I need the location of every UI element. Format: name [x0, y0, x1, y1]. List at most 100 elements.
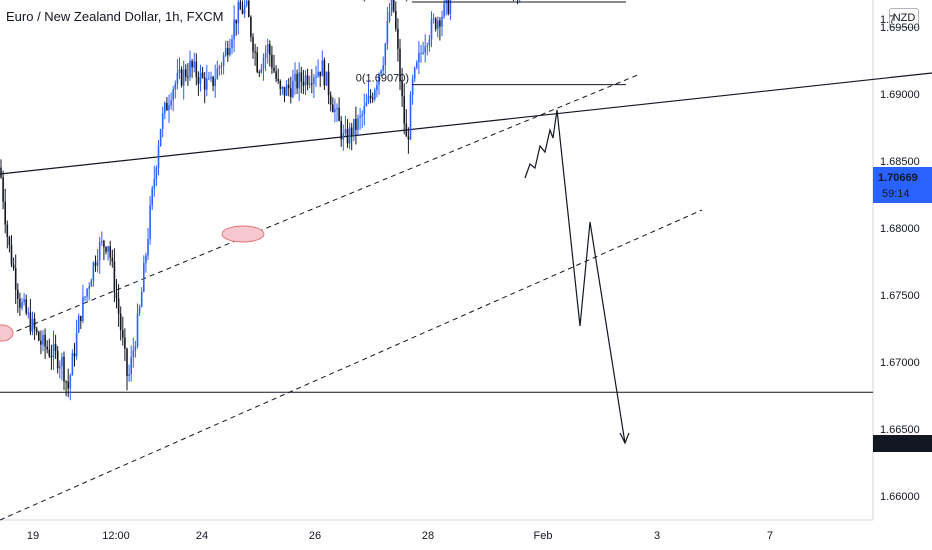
candle-body — [390, 0, 393, 13]
candle-body — [342, 133, 345, 140]
candlestick-series — [0, 0, 521, 401]
candle-body — [203, 77, 206, 90]
candle-body — [418, 52, 420, 63]
candle-body — [292, 81, 294, 98]
candle-body — [428, 39, 431, 46]
candle-body — [21, 302, 23, 308]
currency-badge[interactable]: NZD — [889, 8, 919, 28]
candle-body — [182, 69, 185, 86]
candle-body — [218, 67, 221, 69]
candle-body — [245, 0, 248, 6]
candle-body — [348, 127, 351, 144]
candle-body — [111, 257, 114, 262]
candle-body — [237, 2, 240, 24]
candle-body — [86, 288, 88, 297]
candle-body — [178, 69, 181, 73]
candle-body — [88, 286, 90, 289]
candle-body — [210, 76, 212, 79]
candle-body — [98, 241, 101, 261]
candle-body — [313, 77, 315, 85]
candle-body — [327, 71, 330, 96]
candle-body — [107, 246, 109, 252]
candle-body — [399, 48, 401, 82]
price-tick-label: 1.68000 — [880, 223, 920, 235]
candle-body — [191, 60, 193, 68]
candle-body — [258, 71, 261, 73]
candle-body — [63, 356, 65, 382]
candle-body — [50, 356, 53, 358]
time-tick-label: 3 — [654, 530, 660, 542]
candle-body — [138, 307, 141, 314]
candle-body — [52, 344, 55, 358]
candle-body — [308, 83, 311, 85]
candle-body — [250, 17, 252, 37]
candle-body — [35, 328, 38, 332]
price-axis-labels: 1.66000 1.66500 1.67000 1.67500 1.68000 1.685… — [880, 14, 920, 503]
candle-body — [73, 353, 76, 357]
candle-body — [363, 105, 366, 115]
candle-body — [266, 44, 269, 53]
candle-body — [153, 178, 156, 189]
candle-body — [315, 76, 317, 78]
candle-body — [264, 52, 267, 59]
channel-upper-line — [0, 73, 641, 339]
candle-body — [350, 127, 353, 137]
price-tick-label: 1.7 — [880, 14, 895, 26]
candle-body — [38, 331, 40, 341]
candle-body — [195, 61, 198, 78]
candle-body — [67, 381, 69, 389]
candle-body — [14, 268, 17, 290]
candle-body — [147, 239, 149, 256]
price-tick-label: 1.66000 — [880, 491, 920, 503]
candle-body — [214, 78, 216, 86]
candle-body — [170, 100, 172, 106]
candle-body — [395, 10, 397, 29]
fibonacci-levels: 1.618(1.71681)1(1.70684)0.786(1.70338)0.… — [334, 0, 626, 86]
candle-body — [378, 73, 380, 85]
candle-body — [439, 20, 441, 27]
candle-body — [340, 120, 342, 140]
candle-body — [336, 107, 338, 110]
candle-body — [46, 346, 48, 350]
candle-body — [432, 18, 435, 20]
candle-body — [239, 2, 242, 10]
candle-body — [17, 289, 19, 299]
candle-body — [80, 315, 82, 322]
candle-body — [140, 291, 143, 308]
candle-body — [338, 107, 340, 121]
candle-body — [344, 129, 347, 134]
candle-body — [380, 70, 382, 74]
candle-body — [269, 44, 271, 55]
candle-body — [405, 123, 408, 137]
candle-body — [332, 104, 334, 113]
time-tick-label: 24 — [196, 530, 208, 542]
candle-body — [277, 78, 279, 81]
projection-arrowhead — [619, 432, 630, 445]
candle-body — [193, 61, 195, 68]
candle-body — [103, 240, 105, 248]
candle-body — [126, 348, 128, 377]
candle-body — [233, 19, 235, 40]
price-tick-label: 1.67000 — [880, 357, 920, 369]
candle-body — [105, 247, 107, 252]
candle-body — [151, 188, 153, 205]
candle-body — [212, 76, 214, 86]
swing-left-marker — [0, 324, 14, 342]
candle-body — [174, 83, 177, 90]
candle-body — [8, 236, 11, 246]
candle-body — [27, 312, 30, 314]
candle-body — [279, 80, 282, 89]
candle-body — [321, 60, 324, 77]
candle-body — [0, 167, 2, 178]
candle-body — [382, 65, 384, 71]
candle-body — [407, 136, 410, 140]
support-price-value: 1.66774 — [878, 438, 919, 450]
candle-body — [411, 78, 414, 96]
price-tick-label: 1.69500 — [880, 22, 920, 34]
candle-body — [386, 20, 389, 44]
candle-body — [71, 353, 74, 376]
candle-body — [119, 313, 122, 331]
candle-body — [449, 0, 452, 14]
candle-body — [294, 73, 296, 82]
